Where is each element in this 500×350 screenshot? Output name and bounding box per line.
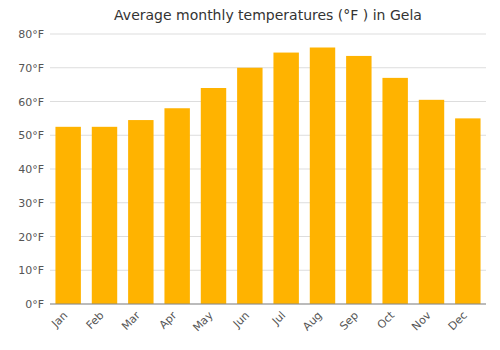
bars <box>55 48 480 305</box>
y-tick-label: 80°F <box>18 28 44 41</box>
bar <box>455 118 480 304</box>
bar <box>346 56 371 304</box>
bar <box>92 127 117 304</box>
grid-line <box>50 304 486 305</box>
y-tick-label: 40°F <box>18 163 44 176</box>
y-tick-label: 60°F <box>18 96 44 109</box>
bar <box>273 53 298 304</box>
x-tick-label: Aug <box>300 309 324 333</box>
y-tick-label: 0°F <box>25 298 44 311</box>
x-tick-label: Mar <box>119 309 143 333</box>
x-tick-label: Jun <box>230 309 252 331</box>
x-tick-label: Jan <box>48 309 70 331</box>
chart-container: Average monthly temperatures (°F ) in Ge… <box>0 0 500 350</box>
y-tick-label: 10°F <box>18 264 44 277</box>
y-tick-label: 20°F <box>18 231 44 244</box>
bar <box>419 100 444 304</box>
y-tick-label: 70°F <box>18 62 44 75</box>
bar <box>382 78 407 304</box>
bar <box>55 127 80 304</box>
bar <box>237 68 262 304</box>
grid-line <box>50 67 486 68</box>
title: Average monthly temperatures (°F ) in Ge… <box>114 7 422 23</box>
chart: Average monthly temperatures (°F ) in Ge… <box>0 0 500 350</box>
x-tick-label: Dec <box>446 309 470 333</box>
x-axis: Jan Feb Mar Apr May Jun Jul Aug Sep Oct Nov Dec <box>48 308 470 334</box>
y-axis: 0°F 10°F 20°F 30°F 40°F 50°F 60°F 70°F 80°F <box>18 28 44 311</box>
x-tick-label: Feb <box>84 309 107 332</box>
x-tick-label: Apr <box>157 309 180 332</box>
grid-line <box>50 34 486 35</box>
x-tick-label: Jul <box>269 309 288 328</box>
x-tick-label: Sep <box>337 309 361 333</box>
bar <box>310 48 335 305</box>
bar <box>201 88 226 304</box>
y-tick-label: 50°F <box>18 129 44 142</box>
y-tick-label: 30°F <box>18 197 44 210</box>
x-tick-label: Nov <box>409 309 434 334</box>
bar <box>128 120 153 304</box>
x-tick-label: Oct <box>375 308 398 331</box>
page: {"chart_data": {"type": "bar", "title": … <box>0 0 500 350</box>
x-tick-label: May <box>190 309 216 335</box>
bar <box>164 108 189 304</box>
x-axis-line <box>50 304 486 305</box>
grid <box>50 34 486 304</box>
